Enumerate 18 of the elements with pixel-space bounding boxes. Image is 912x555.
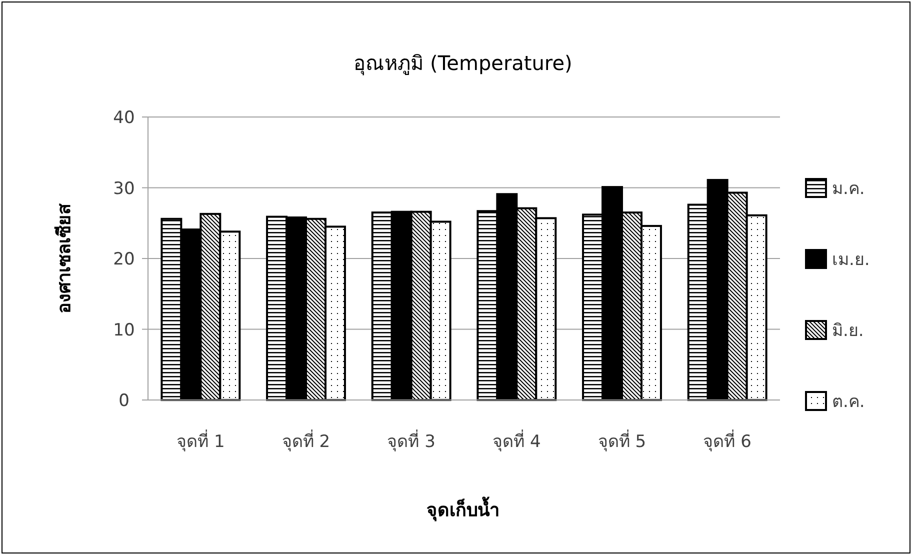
legend-label: ม.ค. <box>832 179 865 199</box>
chart-title: อุณหภูมิ (Temperature) <box>354 51 572 76</box>
y-tick-label: 0 <box>118 391 130 411</box>
y-tick-label: 30 <box>113 178 135 199</box>
x-tick-label: จุดที่ 3 <box>387 429 436 452</box>
x-axis-title: จุดเก็บน้ำ <box>426 496 500 522</box>
x-tick-label: จุดที่ 6 <box>703 429 752 452</box>
x-tick-label: จุดที่ 2 <box>282 429 330 452</box>
legend-label: ต.ค. <box>832 392 865 412</box>
x-tick-label: จุดที่ 5 <box>598 429 646 452</box>
legend-label: เม.ย. <box>832 250 870 270</box>
y-tick-label: 20 <box>113 250 135 270</box>
y-tick-label: 40 <box>113 108 135 128</box>
y-tick-label: 10 <box>113 320 135 340</box>
legend-label: มิ.ย. <box>832 321 864 341</box>
y-axis-title: องศาเซลเซียส <box>54 202 75 314</box>
x-tick-label: จุดที่ 4 <box>492 429 541 452</box>
x-tick-label: จุดที่ 1 <box>176 429 225 452</box>
